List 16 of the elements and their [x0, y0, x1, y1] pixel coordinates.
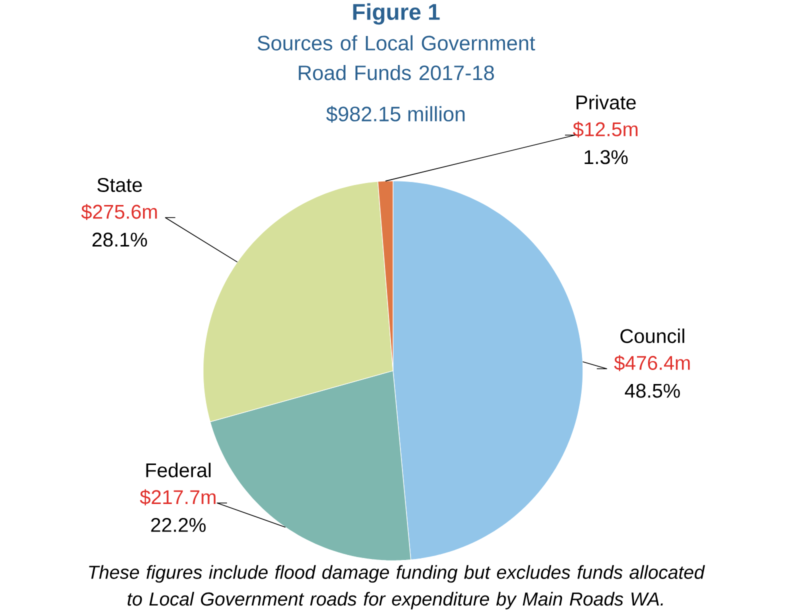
- text: 28.1%: [92, 232, 147, 247]
- slice-label: Council: [620, 328, 684, 344]
- text: These figures include flood damage funding but excludes funds allocated to Local Government roads for expenditure by Main Roads WA.: [89, 565, 705, 610]
- chart-title: Figure 1: [353, 3, 440, 25]
- text: 1.3%: [584, 150, 628, 164]
- data-label: $12.5m: [572, 122, 638, 138]
- data-label: $275.6m: [81, 204, 157, 220]
- text: $982.15 million: [326, 106, 465, 123]
- text: 48.5%: [624, 384, 680, 398]
- data-label: $217.7m: [140, 489, 216, 506]
- slice-label: Private: [576, 95, 636, 110]
- text: 22.2%: [151, 518, 206, 532]
- chart-subtitle: Sources of Local Government Road Funds 2017-18: [258, 35, 536, 80]
- slice-label: Federal: [146, 462, 211, 478]
- slice-label: State: [97, 178, 142, 192]
- data-label: $476.4m: [614, 355, 690, 372]
